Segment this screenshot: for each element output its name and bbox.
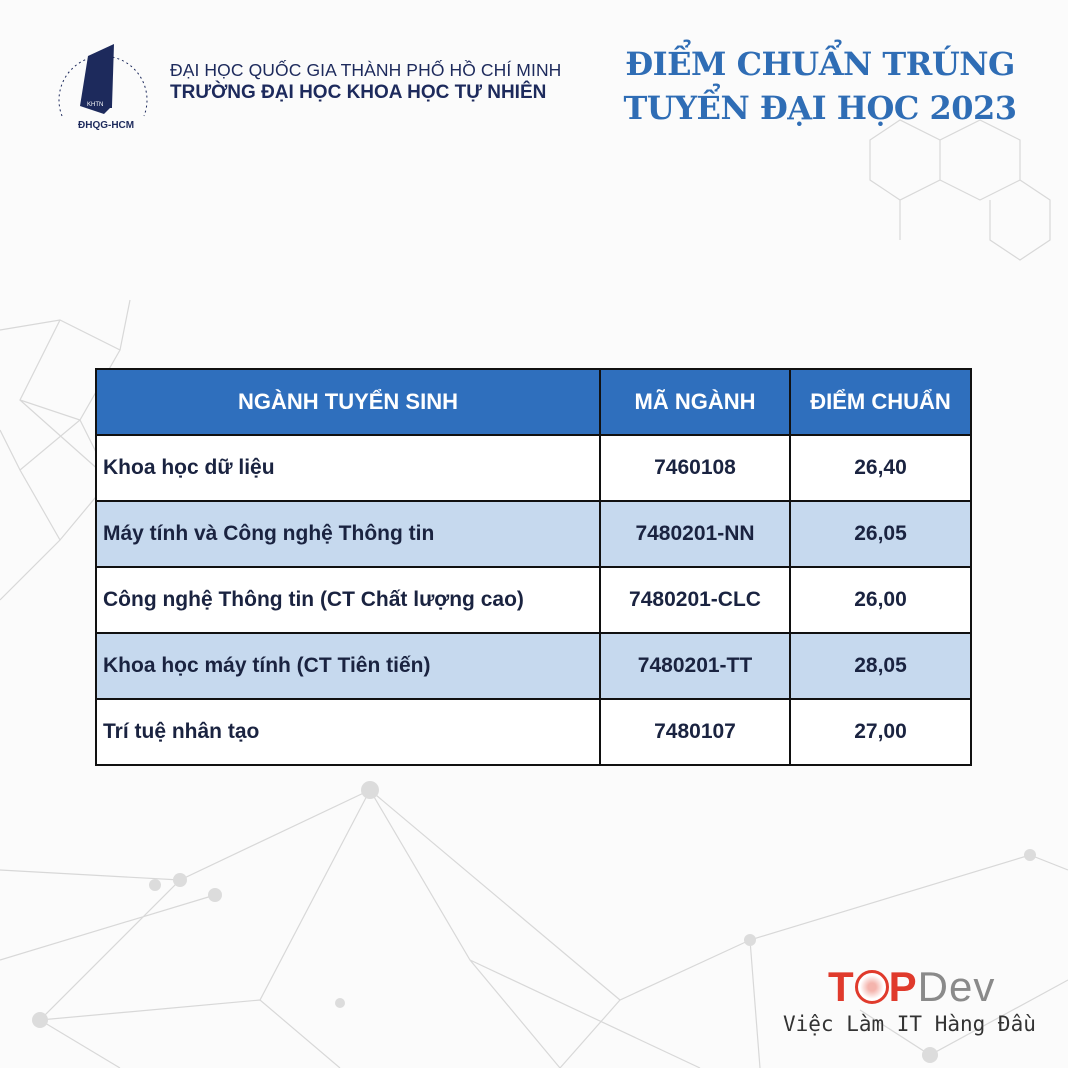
university-logo: KHTN ĐHQG-HCM	[44, 36, 160, 132]
major-cell: Khoa học máy tính (CT Tiên tiến)	[95, 632, 601, 700]
university-name: ĐẠI HỌC QUỐC GIA THÀNH PHỐ HỒ CHÍ MINH T…	[170, 60, 561, 104]
table-row: Công nghệ Thông tin (CT Chất lượng cao) …	[95, 566, 972, 634]
column-header-code: MÃ NGÀNH	[599, 368, 791, 436]
code-cell: 7460108	[599, 434, 791, 502]
column-header-score: ĐIỂM CHUẨN	[789, 368, 972, 436]
score-cell: 26,40	[789, 434, 972, 502]
code-cell: 7480107	[599, 698, 791, 766]
topdev-tagline: Việc Làm IT Hàng Đầu	[783, 1012, 1036, 1036]
title-line-2: TUYỂN ĐẠI HỌC 2023	[623, 89, 1017, 127]
svg-text:KHTN: KHTN	[87, 102, 103, 108]
topdev-t: T	[828, 963, 855, 1010]
major-cell: Trí tuệ nhân tạo	[95, 698, 601, 766]
university-line-2: TRƯỜNG ĐẠI HỌC KHOA HỌC TỰ NHIÊN	[170, 82, 547, 103]
code-cell: 7480201-CLC	[599, 566, 791, 634]
table-row: Khoa học dữ liệu 7460108 26,40	[95, 434, 972, 502]
topdev-dev: Dev	[917, 963, 996, 1010]
svg-text:ĐHQG-HCM: ĐHQG-HCM	[78, 120, 134, 131]
admission-scores-table: NGÀNH TUYỂN SINH MÃ NGÀNH ĐIỂM CHUẨN Kho…	[95, 368, 972, 766]
score-cell: 28,05	[789, 632, 972, 700]
score-cell: 26,00	[789, 566, 972, 634]
major-cell: Công nghệ Thông tin (CT Chất lượng cao)	[95, 566, 601, 634]
table-row: Trí tuệ nhân tạo 7480107 27,00	[95, 698, 972, 766]
page-title: ĐIỂM CHUẨN TRÚNG TUYỂN ĐẠI HỌC 2023	[600, 42, 1040, 130]
title-line-1: ĐIỂM CHUẨN TRÚNG	[625, 45, 1015, 83]
topdev-logo: T PDev	[828, 963, 995, 1011]
code-cell: 7480201-NN	[599, 500, 791, 568]
table-row: Máy tính và Công nghệ Thông tin 7480201-…	[95, 500, 972, 568]
score-cell: 27,00	[789, 698, 972, 766]
major-cell: Khoa học dữ liệu	[95, 434, 601, 502]
table-row: Khoa học máy tính (CT Tiên tiến) 7480201…	[95, 632, 972, 700]
globe-icon	[854, 970, 889, 1004]
major-cell: Máy tính và Công nghệ Thông tin	[95, 500, 601, 568]
score-cell: 26,05	[789, 500, 972, 568]
code-cell: 7480201-TT	[599, 632, 791, 700]
column-header-major: NGÀNH TUYỂN SINH	[95, 368, 601, 436]
topdev-p: P	[888, 963, 918, 1010]
university-line-1: ĐẠI HỌC QUỐC GIA THÀNH PHỐ HỒ CHÍ MINH	[170, 60, 562, 80]
table-header-row: NGÀNH TUYỂN SINH MÃ NGÀNH ĐIỂM CHUẨN	[95, 368, 972, 436]
